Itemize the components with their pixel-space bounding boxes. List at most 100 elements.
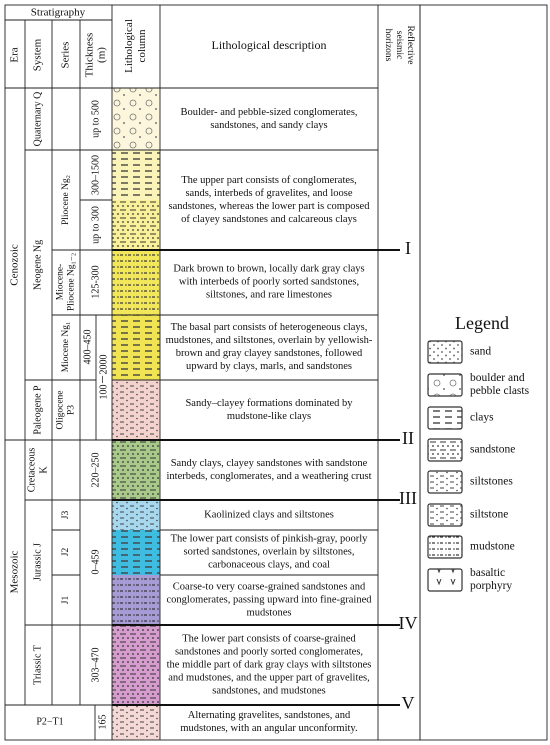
description-line: mudstones, and siltstones, overlain by y… [166, 335, 373, 346]
legend-label: boulder and [470, 372, 525, 384]
lithology-pattern [112, 625, 160, 705]
series-label: P2−T1 [36, 716, 63, 727]
series-label: Miocene Ng₁ [61, 322, 71, 373]
horizon-label: IV [399, 613, 418, 633]
description-line: with interbeds of poorly sorted sandston… [179, 276, 359, 287]
description-line: upward by clays, marls, and sandstones [186, 361, 352, 372]
legend-symbol [427, 503, 463, 527]
header-reflective: seismic [394, 31, 404, 60]
header-description: Lithological description [212, 38, 327, 52]
series-label: J1 [61, 596, 71, 605]
lithology-pattern [112, 200, 160, 250]
description-line: carbonaceous clays, and coal [208, 559, 330, 570]
legend-symbol [427, 470, 463, 494]
legend-symbol [427, 438, 463, 462]
legend-symbol [427, 373, 463, 397]
thickness-label: 220–250 [90, 453, 101, 488]
header-thickness: Thickness [84, 33, 96, 78]
system-label: Jurassic J [32, 543, 43, 581]
legend-symbol [427, 535, 463, 559]
legend-label: sand [470, 346, 491, 358]
era-label: Cenozoic [9, 244, 21, 286]
horizon-label: V [402, 693, 415, 713]
description-line: mudstones [247, 607, 292, 618]
legend-symbol [427, 340, 463, 364]
description-line: sorted sandstones, overlain by siltstone… [184, 546, 355, 557]
header-reflective: Reflective [405, 25, 416, 64]
lithology-pattern [112, 530, 160, 575]
description-line: the middle part of dark gray clays with … [167, 659, 372, 670]
description-line: Sandy–clayey formations dominated by [185, 398, 353, 409]
thickness-label: 400–450 [82, 330, 93, 365]
thickness-label: 125-300 [90, 265, 101, 298]
system-label: Neogene Ng [32, 240, 43, 290]
lithology-pattern [112, 150, 160, 200]
series-label: J3 [61, 511, 71, 520]
description-line: Coarse-to very coarse-grained sandstones… [173, 581, 366, 592]
series-label: Pliocene Ng₂ [61, 175, 71, 225]
header-stratigraphy: Stratigraphy [31, 7, 86, 19]
legend-title: Legend [455, 313, 509, 333]
legend-label: basaltic [470, 567, 505, 579]
thickness-label: 303–470 [90, 648, 101, 683]
horizon-label: II [402, 428, 414, 448]
thickness-label: 165 [97, 715, 108, 730]
description-line: sandstones and poorly sorted conglomerat… [175, 646, 363, 657]
description-line: Dark brown to brown, locally dark gray c… [173, 263, 364, 274]
legend-label: siltstone [470, 509, 508, 521]
description-line: sandstones, and sandy clays [210, 120, 327, 131]
description-line: of clayey sandstones and calcareous clay… [181, 214, 357, 225]
thickness-label: 0–459 [90, 550, 101, 575]
lithology-pattern [112, 380, 160, 440]
thickness-label: 100－2000 [98, 355, 109, 400]
header-thickness: (m) [96, 47, 108, 63]
description-line: Kaolinized clays and siltstones [204, 509, 334, 520]
legend-label: siltstones [470, 476, 513, 488]
legend-label: clays [470, 412, 494, 424]
description-line: mudstones, with an angular unconformity. [180, 723, 357, 734]
description-line: Boulder- and pebble-sized conglomerates, [180, 107, 357, 118]
lithology-pattern [112, 315, 160, 380]
lithology-pattern [112, 500, 160, 530]
description-line: interbeds, conglomerates, and a weatheri… [167, 471, 372, 482]
description-line: Alternating gravelites, sandstones, and [188, 710, 351, 721]
system-label: Cretaceous [26, 448, 37, 493]
legend-border [419, 4, 548, 741]
description-line: sandstones, whereas the lower part is co… [169, 201, 371, 212]
header-era: Era [9, 47, 21, 62]
header-system: System [32, 38, 44, 71]
lithology-pattern [112, 705, 160, 740]
lithology-pattern [112, 250, 160, 315]
description-line: The basal part consists of heterogeneous… [171, 322, 368, 333]
legend-symbol [427, 568, 463, 592]
description-line: sandstones, and mudstones [212, 685, 325, 696]
series-label: J2 [61, 548, 71, 557]
series-label: P3 [67, 405, 77, 415]
description-line: brown and gray clayey sandstones, follow… [176, 348, 363, 359]
description-line: conglomerates, passing upward into fine-… [167, 594, 373, 605]
legend-label: sandstone [470, 444, 515, 456]
series-label: Pliocene Ng₁₋₂ [67, 253, 77, 311]
description-line: The upper part consists of conglomerates… [181, 175, 357, 186]
description-line: The lower part consists of pinkish-gray,… [171, 533, 368, 544]
header-lithological-column: column [136, 29, 148, 62]
header-series: Series [60, 42, 72, 69]
thickness-label: 300–1500 [90, 155, 101, 195]
description-line: siltstones, and rare limestones [206, 289, 332, 300]
system-label: Triassic T [32, 645, 43, 685]
system-label: K [38, 466, 49, 474]
lithology-pattern [112, 440, 160, 500]
thickness-label: up to 500 [90, 100, 101, 138]
series-label: Miocene- [56, 264, 66, 300]
thickness-label: up to 300 [90, 206, 101, 244]
legend-label: porphyry [470, 580, 512, 592]
legend-label: pebble clasts [470, 385, 530, 397]
description-line: Sandy clays, clayey sandstones with sand… [171, 458, 368, 469]
header-lithological-column: Lithological [123, 19, 135, 73]
lithology-pattern [112, 88, 160, 150]
era-label: Mesozoic [9, 551, 21, 594]
lithology-pattern [112, 575, 160, 625]
horizon-label: III [399, 488, 417, 508]
header-reflective: horizons [383, 29, 393, 62]
